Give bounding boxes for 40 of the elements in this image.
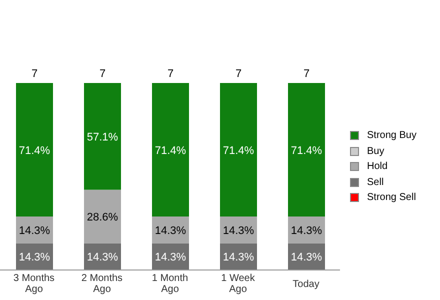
data-label: 71.4% — [18, 144, 50, 157]
text: 7 — [31, 68, 38, 80]
data-label: 14.3% — [154, 224, 186, 237]
x-tick-label: 2 Months Ago — [81, 273, 123, 295]
bar — [220, 216, 257, 244]
bar — [288, 216, 325, 244]
data-label: 14.3% — [86, 252, 118, 264]
legend-label: Buy — [367, 144, 384, 158]
bar — [288, 83, 325, 217]
data-label: 71.4% — [222, 144, 254, 157]
x-tick-label: 3 Months Ago — [13, 273, 55, 295]
bar — [152, 216, 189, 244]
data-label: 14.3% — [290, 224, 322, 237]
text: 7 — [99, 68, 106, 80]
data-label: 14.3% — [18, 224, 50, 237]
legend-label: Hold — [367, 160, 388, 174]
data-label: 14.3% — [222, 252, 254, 264]
bar — [84, 190, 121, 244]
text: 7 — [303, 68, 310, 80]
bar — [220, 83, 257, 217]
data-label: 14.3% — [222, 224, 254, 237]
x-tick-label: 1 Month Ago — [152, 273, 188, 295]
legend-label: Strong Sell — [367, 191, 416, 205]
bar — [84, 83, 121, 190]
legend-label: Sell — [367, 176, 384, 190]
data-label: 14.3% — [154, 252, 186, 264]
x-tick-label: Today — [292, 279, 320, 290]
text: 7 — [235, 68, 242, 80]
data-label: 71.4% — [154, 144, 186, 157]
bar — [16, 83, 53, 217]
data-label: 14.3% — [18, 252, 50, 264]
bar — [152, 83, 189, 217]
data-label: 71.4% — [290, 144, 322, 157]
text: 7 — [167, 68, 174, 80]
data-label: 57.1% — [86, 131, 118, 144]
data-label: 28.6% — [86, 212, 118, 224]
x-tick-label: 1 Week Ago — [221, 273, 256, 295]
bar — [16, 216, 53, 244]
legend-label: Strong Buy — [367, 129, 416, 143]
data-label: 14.3% — [290, 252, 322, 264]
